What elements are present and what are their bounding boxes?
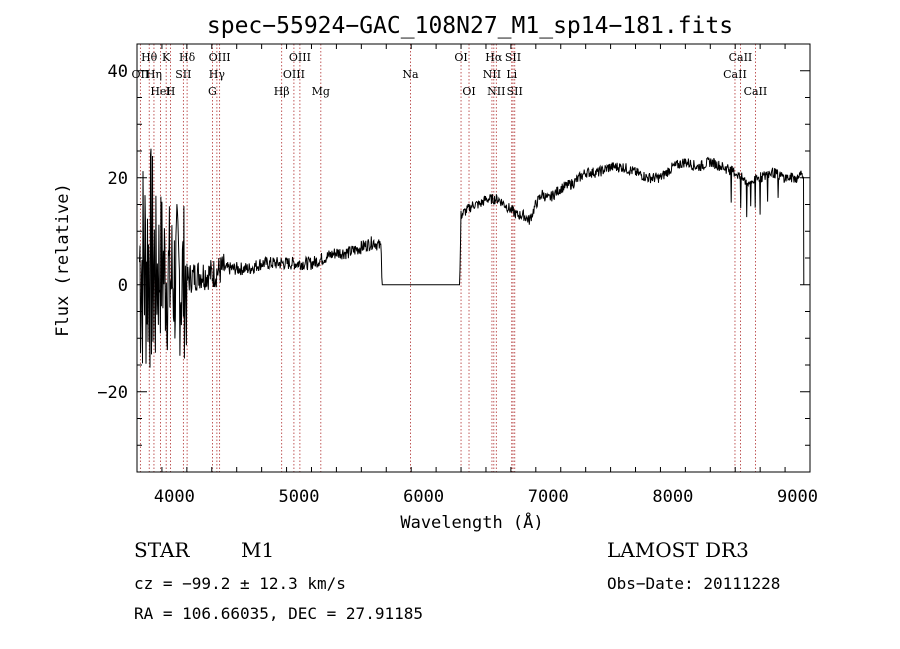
line-marker-label: OIII (289, 51, 311, 64)
x-tick-label: 5000 (279, 487, 320, 507)
line-marker-label: CaII (729, 51, 753, 64)
plot-frame (136, 43, 811, 473)
line-marker-label: Hβ (274, 85, 290, 98)
line-marker-label: Na (402, 68, 419, 81)
line-marker-label: K (162, 51, 171, 64)
x-tick-label: 9000 (777, 487, 818, 507)
line-marker-label: OIII (209, 51, 231, 64)
line-marker-label: NII (483, 68, 501, 81)
y-tick-label: 0 (118, 276, 128, 296)
coordinates: RA = 106.66035, DEC = 27.91185 (134, 604, 423, 623)
x-tick-label: 6000 (403, 487, 444, 507)
line-marker-label: Hθ (141, 51, 158, 64)
line-marker-label: SII (175, 68, 191, 81)
x-tick-label: 4000 (154, 487, 195, 507)
line-marker-label: SII (505, 51, 521, 64)
line-marker-label: HeI (150, 85, 170, 98)
x-tick-label: 7000 (528, 487, 569, 507)
line-marker-label: OIII (283, 68, 305, 81)
y-tick-label: 20 (108, 169, 128, 189)
emission-line-markers (139, 44, 756, 472)
line-marker-label: OI (454, 51, 467, 64)
object-subclass: M1 (241, 538, 275, 562)
line-marker-label: OII (132, 68, 150, 81)
line-marker-label: OI (462, 85, 475, 98)
y-axis: −20 0 20 40 (97, 43, 810, 473)
line-marker-label: Hδ (179, 51, 196, 64)
x-tick-label: 8000 (652, 487, 693, 507)
line-marker-label: Hα (485, 51, 503, 64)
y-axis-label: Flux (relative) (53, 183, 73, 337)
line-marker-label: CaII (723, 68, 747, 81)
survey-name: LAMOST DR3 (607, 538, 749, 562)
spectrum-line (139, 148, 805, 368)
y-tick-label: 40 (108, 62, 128, 82)
line-marker-label: G (208, 85, 217, 98)
line-marker-label: Li (506, 68, 517, 81)
y-tick-label: −20 (97, 383, 128, 403)
line-marker-label: Hγ (209, 68, 226, 81)
line-marker-label: Mg (312, 85, 330, 98)
observation-date: Obs−Date: 20111228 (607, 574, 781, 593)
object-class: STAR (134, 538, 190, 562)
emission-line-labels: OII Hθ Hη HeI K H SII Hδ G Hγ OIII Hβ OIII OIII Mg Na OI… (132, 51, 768, 98)
x-axis: 4000 5000 6000 7000 8000 9000 (136, 44, 818, 507)
line-marker-label: H (166, 85, 176, 98)
line-marker-label: NII (487, 85, 505, 98)
line-marker-label: CaII (744, 85, 768, 98)
line-marker-label: SII (507, 85, 523, 98)
redshift-cz: cz = −99.2 ± 12.3 km/s (134, 574, 346, 593)
line-marker-label: Hη (146, 68, 162, 81)
chart-title: spec−55924−GAC_108N27_M1_sp14−181.fits (207, 13, 733, 39)
x-axis-label: Wavelength (Å) (400, 511, 543, 533)
